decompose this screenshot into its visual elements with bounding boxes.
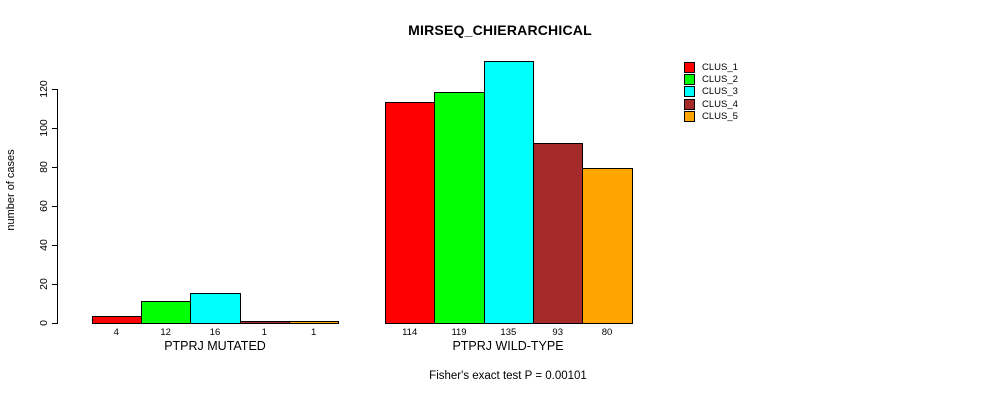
bar-clus_5-wildtype bbox=[582, 167, 633, 324]
chart-title: MIRSEQ_CHIERARCHICAL bbox=[408, 22, 592, 38]
y-axis-tick bbox=[52, 205, 58, 207]
legend-item-clus_4: CLUS_4 bbox=[684, 98, 738, 110]
legend-swatch-clus_2 bbox=[684, 74, 695, 86]
y-axis-tick bbox=[52, 322, 58, 324]
bar-value-label: 1 bbox=[261, 327, 267, 338]
x-group-label-mutated: PTPRJ MUTATED bbox=[164, 339, 266, 353]
legend-item-clus_3: CLUS_3 bbox=[684, 86, 738, 98]
legend-swatch-clus_4 bbox=[684, 98, 695, 110]
legend-item-clus_1: CLUS_1 bbox=[684, 61, 738, 73]
bar-value-label: 93 bbox=[552, 327, 563, 338]
y-axis-tick bbox=[52, 127, 58, 129]
bar-clus_2-wildtype bbox=[434, 91, 485, 324]
bar-value-label: 1 bbox=[311, 327, 317, 338]
bar-value-label: 114 bbox=[402, 327, 418, 338]
bar-clus_4-mutated bbox=[239, 320, 290, 324]
bar-clus_5-mutated bbox=[289, 320, 340, 324]
bar-value-label: 135 bbox=[500, 327, 517, 338]
bar-value-label: 12 bbox=[160, 327, 171, 338]
bar-clus_2-mutated bbox=[140, 300, 192, 324]
legend-label: CLUS_2 bbox=[702, 74, 738, 86]
legend-swatch-clus_1 bbox=[684, 61, 695, 73]
bar-value-label: 16 bbox=[209, 327, 221, 338]
bar-clus_1-wildtype bbox=[385, 101, 436, 324]
y-axis-tick bbox=[52, 283, 58, 285]
bar-value-label: 80 bbox=[601, 327, 613, 338]
x-group-label-wildtype: PTPRJ WILD-TYPE bbox=[452, 339, 564, 353]
legend-item-clus_5: CLUS_5 bbox=[684, 111, 738, 123]
bar-value-label: 4 bbox=[113, 327, 119, 338]
legend-swatch-clus_5 bbox=[684, 111, 695, 123]
legend-swatch-clus_3 bbox=[684, 86, 695, 98]
y-axis-title: number of cases bbox=[5, 149, 17, 231]
bar-clus_3-wildtype bbox=[483, 60, 535, 324]
legend-label: CLUS_5 bbox=[702, 111, 738, 123]
y-axis-tick-label: 120 bbox=[38, 80, 50, 98]
legend: CLUS_1 CLUS_2 CLUS_3 CLUS_4 CLUS_5 bbox=[684, 61, 738, 123]
y-axis-tick bbox=[52, 89, 58, 90]
y-axis-tick-label: 80 bbox=[38, 160, 50, 173]
legend-label: CLUS_1 bbox=[702, 61, 738, 73]
legend-item-clus_2: CLUS_2 bbox=[684, 73, 738, 86]
y-axis-tick-label: 40 bbox=[38, 238, 50, 251]
y-axis-tick-label: 60 bbox=[38, 199, 50, 212]
y-axis-tick-label: 0 bbox=[38, 319, 50, 326]
y-axis-tick-label: 100 bbox=[38, 119, 50, 137]
chart-subtitle: Fisher's exact test P = 0.00101 bbox=[429, 370, 587, 382]
bar-value-label: 119 bbox=[451, 327, 467, 338]
legend-label: CLUS_4 bbox=[702, 98, 738, 110]
y-axis-tick-label: 20 bbox=[38, 277, 50, 290]
bar-clus_3-mutated bbox=[190, 292, 241, 324]
y-axis-tick bbox=[52, 244, 58, 246]
legend-label: CLUS_3 bbox=[702, 86, 738, 98]
y-axis-tick bbox=[52, 166, 58, 168]
bar-clus_1-mutated bbox=[91, 315, 142, 324]
bar-clus_4-wildtype bbox=[533, 142, 584, 324]
